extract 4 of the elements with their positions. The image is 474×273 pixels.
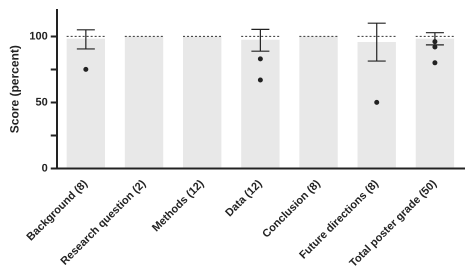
y-tick-label: 0 — [42, 162, 48, 174]
y-tick-label: 50 — [36, 96, 48, 108]
y-axis-title: Score (percent) — [8, 45, 22, 134]
y-tick-label: 100 — [29, 30, 48, 42]
